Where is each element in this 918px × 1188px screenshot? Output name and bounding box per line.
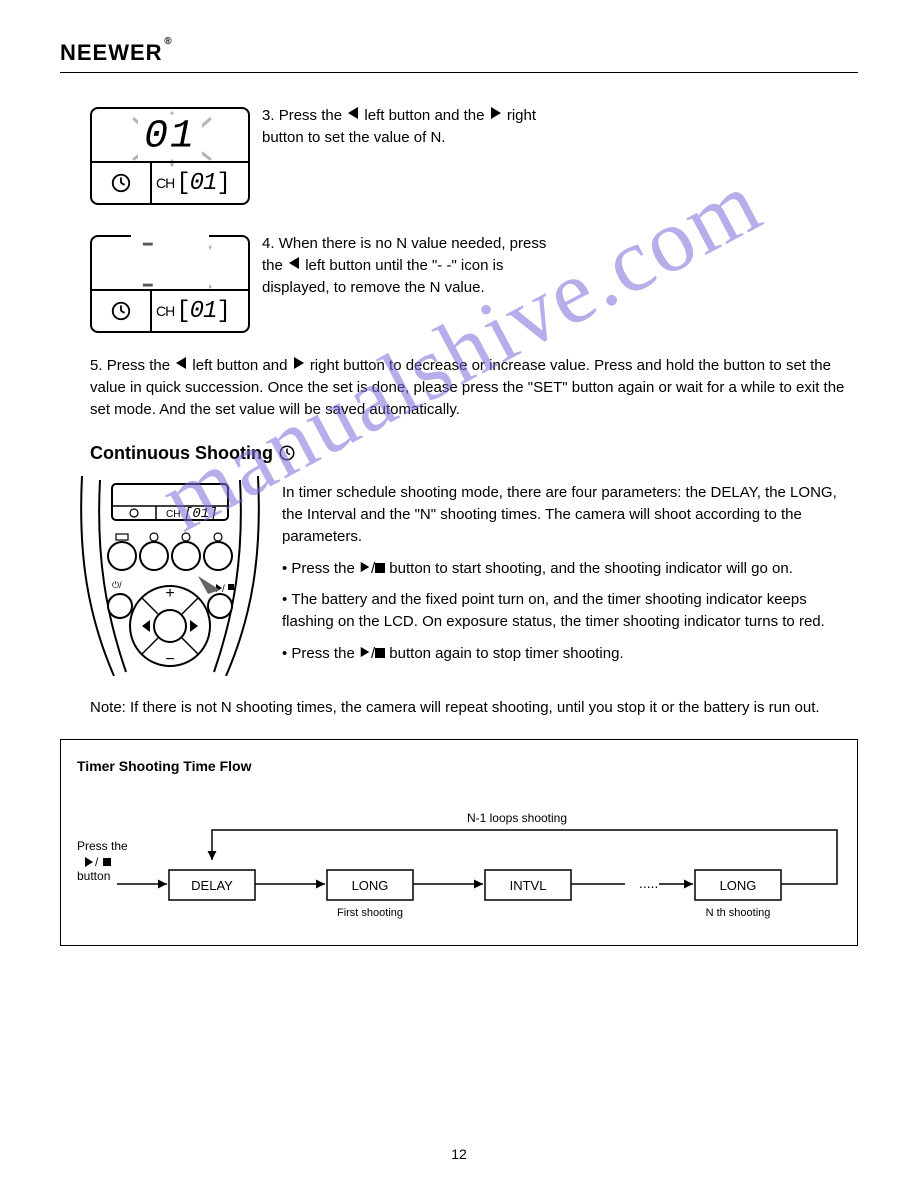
continuous-text: In timer schedule shooting mode, there a… xyxy=(282,476,858,674)
brand-registered: ® xyxy=(164,36,172,47)
cont-p1: In timer schedule shooting mode, there a… xyxy=(282,482,858,547)
step4-l2a: the xyxy=(262,257,287,274)
lcd-ch-value: 01 xyxy=(190,170,217,197)
step3-a: Press the xyxy=(279,107,347,124)
cont-note: Note: If there is not N shooting times, … xyxy=(60,697,858,719)
page-header: NEEWER ® xyxy=(60,40,858,73)
page-number: 12 xyxy=(0,1146,918,1162)
node-intvl: INTVL xyxy=(510,878,547,893)
triangle-left-icon xyxy=(287,256,301,270)
svg-text:⏻/: ⏻/ xyxy=(112,580,122,590)
triangle-left-icon xyxy=(174,356,188,370)
step-4-text: 4. When there is no N value needed, pres… xyxy=(262,227,858,308)
triangle-left-icon xyxy=(346,106,360,120)
manual-page: manualshive.com NEEWER ® xyxy=(0,0,918,1188)
lcd-ch-cell-2: CH [01] xyxy=(150,291,248,331)
triangle-right-icon xyxy=(489,106,503,120)
step-3-text: 3. Press the left button and the right b… xyxy=(262,99,858,159)
stop-icon xyxy=(375,563,385,573)
step4-l2b: left button until the "- -" icon is xyxy=(305,257,503,274)
step-4-row: - - CH [01] 4. When there is xyxy=(60,227,858,333)
svg-text:+: + xyxy=(165,585,174,602)
lcd-clock-icon xyxy=(92,163,150,203)
step3-prefix: 3. xyxy=(262,107,275,124)
step5-a: Press the xyxy=(107,357,175,374)
lcd2-ch-value: 01 xyxy=(190,298,217,325)
triangle-right-icon xyxy=(292,356,306,370)
node-delay: DELAY xyxy=(191,878,233,893)
lcd-main-value: 01 xyxy=(138,115,202,160)
lcd-bottom: CH [01] xyxy=(92,161,248,203)
step4-prefix: 4. xyxy=(262,235,275,252)
continuous-heading: Continuous Shooting xyxy=(60,440,858,466)
cont-b4b: button again to stop timer shooting. xyxy=(389,645,623,662)
svg-text:CH: CH xyxy=(166,509,180,520)
cont-b2a: Press the xyxy=(291,560,359,577)
svg-text:N th shooting: N th shooting xyxy=(706,907,771,919)
svg-text:/: / xyxy=(222,584,225,595)
svg-text:First shooting: First shooting xyxy=(337,907,403,919)
diagram-title: Timer Shooting Time Flow xyxy=(77,758,841,774)
svg-text:N-1 loops shooting: N-1 loops shooting xyxy=(467,811,567,825)
lcd2-ch-label: CH xyxy=(156,303,174,319)
lcd-clock-icon-2 xyxy=(92,291,150,331)
cont-b4a: Press the xyxy=(291,645,359,662)
continuous-row: CH [01] xyxy=(60,476,858,681)
step5-prefix: 5. xyxy=(90,357,103,374)
timer-flow-diagram: Timer Shooting Time Flow Press the / but… xyxy=(60,739,858,946)
remote-device-illustration: CH [01] xyxy=(70,476,270,681)
stop-icon xyxy=(375,648,385,658)
cont-b2b: button to start shooting, and the shooti… xyxy=(389,560,793,577)
lcd-top-2: - - xyxy=(92,237,248,295)
brand-logo: NEEWER ® xyxy=(60,40,163,66)
step3-c: right xyxy=(507,107,536,124)
svg-text:button: button xyxy=(77,869,110,883)
step4-l1: When there is no N value needed, press xyxy=(279,235,547,252)
step4-l3: displayed, to remove the N value. xyxy=(262,279,485,296)
step-5-text: 5. Press the left button and right butto… xyxy=(60,355,858,420)
lcd-panel-01: 01 CH [01] xyxy=(90,107,250,205)
svg-text:[01]: [01] xyxy=(184,506,218,522)
node-long1: LONG xyxy=(352,878,389,893)
play-icon xyxy=(359,646,371,658)
svg-text:/: / xyxy=(95,855,99,869)
svg-text:−: − xyxy=(165,651,174,668)
cont-b3: The battery and the fixed point turn on,… xyxy=(282,591,825,630)
step3-line2: button to set the value of N. xyxy=(262,129,445,146)
node-longn: LONG xyxy=(720,878,757,893)
step5-b: left button and xyxy=(192,357,291,374)
lcd-bottom-2: CH [01] xyxy=(92,289,248,331)
svg-text:.....: ..... xyxy=(639,875,658,891)
lcd-ch-cell: CH [01] xyxy=(150,163,248,203)
brand-name: NEEWER xyxy=(60,40,163,65)
clock-icon xyxy=(278,443,296,463)
lcd-top: 01 xyxy=(92,109,248,167)
lcd-panel-dashes: - - CH [01] xyxy=(90,235,250,333)
flow-svg: Press the / button DELAY LONG First shoo… xyxy=(77,792,847,922)
step3-b: left button and the xyxy=(364,107,488,124)
lcd-ch-label: CH xyxy=(156,175,174,191)
step-3-row: 01 CH [01] 3. Press the xyxy=(60,99,858,205)
svg-text:Press the: Press the xyxy=(77,839,128,853)
cont-title: Continuous Shooting xyxy=(90,443,273,463)
play-icon xyxy=(359,561,371,573)
